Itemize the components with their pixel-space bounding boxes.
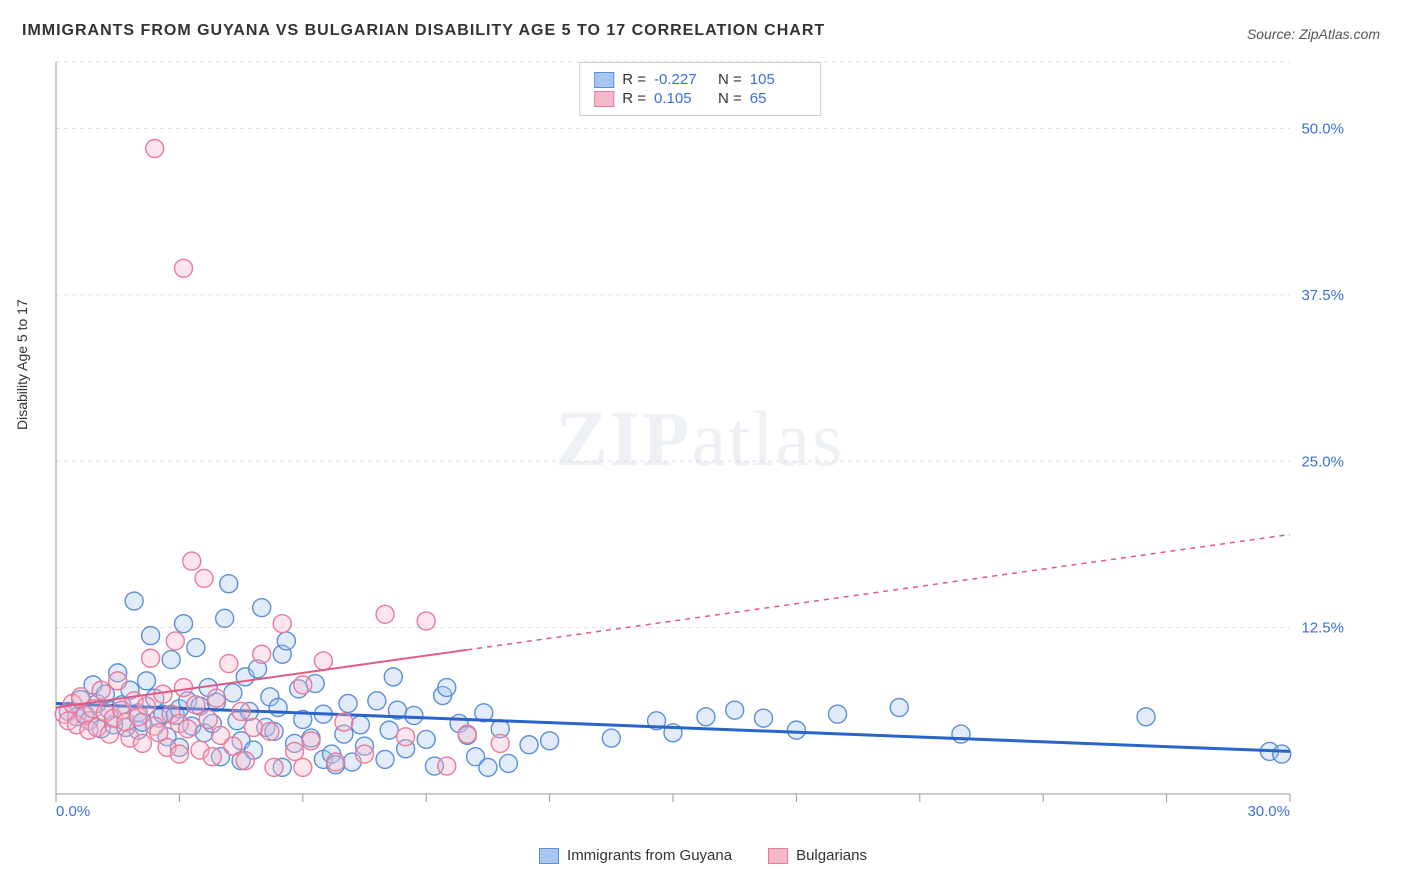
source-prefix: Source: [1247, 26, 1299, 42]
legend-swatch [594, 91, 614, 107]
legend-label: Bulgarians [796, 847, 867, 864]
r-value: -0.227 [654, 71, 710, 88]
svg-text:25.0%: 25.0% [1301, 453, 1344, 470]
scatter-chart-svg: 0.0% 30.0% 12.5% 25.0% 37.5% 50.0% [50, 58, 1350, 820]
source-attribution: Source: ZipAtlas.com [1247, 26, 1380, 42]
series-legend-item: Bulgarians [768, 847, 867, 864]
legend-label: Immigrants from Guyana [567, 847, 732, 864]
n-label: N = [718, 71, 742, 88]
r-value: 0.105 [654, 90, 710, 107]
stats-legend-row: R = -0.227 N = 105 [594, 71, 806, 88]
chart-title: IMMIGRANTS FROM GUYANA VS BULGARIAN DISA… [22, 22, 825, 40]
svg-text:0.0%: 0.0% [56, 803, 90, 820]
legend-swatch [539, 848, 559, 864]
y-axis-label: Disability Age 5 to 17 [14, 299, 30, 430]
svg-text:50.0%: 50.0% [1301, 121, 1344, 138]
svg-text:30.0%: 30.0% [1247, 803, 1290, 820]
svg-text:37.5%: 37.5% [1301, 287, 1344, 304]
series-legend: Immigrants from Guyana Bulgarians [539, 847, 867, 864]
n-value: 105 [750, 71, 806, 88]
svg-text:12.5%: 12.5% [1301, 620, 1344, 637]
legend-swatch [768, 848, 788, 864]
stats-legend-row: R = 0.105 N = 65 [594, 90, 806, 107]
n-value: 65 [750, 90, 806, 107]
legend-swatch [594, 72, 614, 88]
r-label: R = [622, 71, 646, 88]
n-label: N = [718, 90, 742, 107]
stats-legend: R = -0.227 N = 105 R = 0.105 N = 65 [579, 62, 821, 116]
r-label: R = [622, 90, 646, 107]
source-name: ZipAtlas.com [1299, 26, 1380, 42]
series-legend-item: Immigrants from Guyana [539, 847, 732, 864]
chart-plot-area: ZIPatlas 0.0%30.0%12.5%25.0%37.5%50.0% R… [50, 58, 1350, 820]
